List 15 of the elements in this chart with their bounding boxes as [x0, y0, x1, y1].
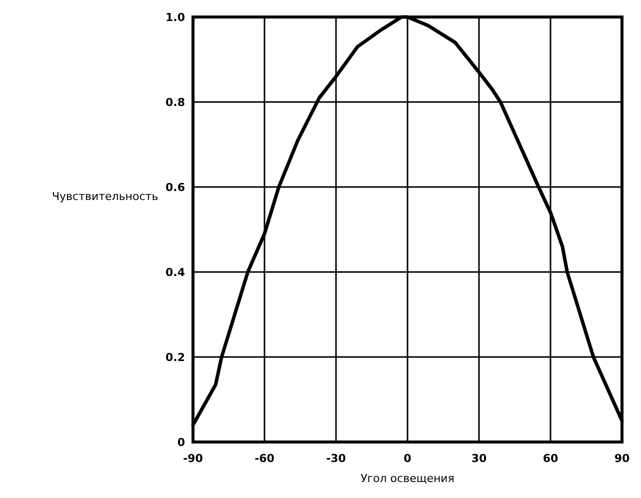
x-tick-label: -90 [183, 452, 204, 465]
y-tick-label: 1.0 [166, 11, 186, 24]
x-tick-label: -60 [254, 452, 275, 465]
y-tick-label: 0.8 [166, 96, 185, 109]
y-tick-label: 0.4 [166, 266, 186, 279]
x-tick-label: 0 [404, 452, 412, 465]
y-tick-label: 0 [177, 436, 186, 449]
x-tick-label: 30 [471, 452, 487, 465]
x-axis-title: Угол освещения [360, 472, 454, 485]
y-tick-label: 0.2 [166, 351, 185, 364]
x-tick-label: -30 [326, 452, 346, 465]
y-tick-label: 0.6 [166, 181, 186, 194]
y-axis-title: Чувствительность [52, 190, 158, 203]
x-tick-label: 90 [614, 452, 630, 465]
x-tick-label: 60 [542, 452, 558, 465]
